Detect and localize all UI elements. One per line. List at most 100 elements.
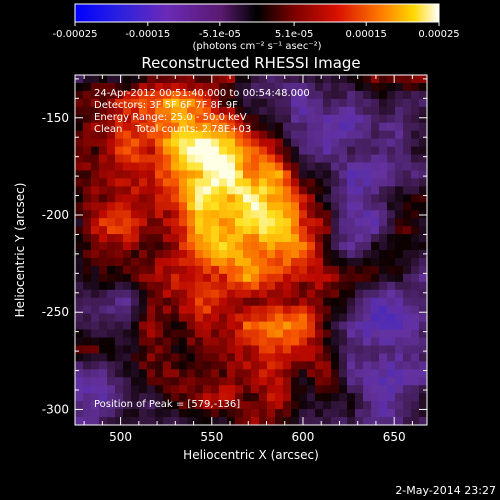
heatmap-cell <box>347 265 356 275</box>
heatmap-cell <box>379 186 388 195</box>
heatmap-cell <box>275 305 284 315</box>
heatmap-cell <box>155 305 164 315</box>
heatmap-cell <box>179 297 188 307</box>
heatmap-cell <box>355 106 364 116</box>
heatmap-cell <box>123 170 132 179</box>
heatmap-cell <box>395 401 404 410</box>
heatmap-cell <box>179 98 188 108</box>
colorbar-tick-label: 5.1e-05 <box>275 29 313 40</box>
heatmap-cell <box>419 273 427 283</box>
heatmap-cell <box>83 297 92 307</box>
heatmap-cell <box>299 377 308 386</box>
heatmap-cell <box>299 409 308 418</box>
heatmap-cell <box>379 305 388 315</box>
heatmap-cell <box>379 218 388 227</box>
heatmap-cell <box>131 297 140 307</box>
heatmap-cell <box>163 138 172 148</box>
heatmap-cell <box>131 98 140 108</box>
heatmap-cell <box>307 114 316 124</box>
heatmap-cell <box>363 154 372 164</box>
heatmap-cell <box>75 130 84 140</box>
heatmap-cell <box>195 162 204 172</box>
heatmap-cell <box>195 313 204 323</box>
y-tick-label: -150 <box>42 111 69 125</box>
heatmap-cell <box>411 186 420 195</box>
heatmap-cell <box>275 170 284 179</box>
heatmap-cell <box>395 114 404 124</box>
heatmap-cell <box>379 385 388 394</box>
heatmap-cell <box>83 170 92 179</box>
heatmap-cell <box>107 281 116 291</box>
heatmap-cell <box>235 162 244 172</box>
heatmap-cell <box>347 106 356 116</box>
heatmap-cell <box>299 242 308 251</box>
heatmap-cell <box>171 281 180 291</box>
heatmap-cell <box>187 273 196 283</box>
heatmap-cell <box>315 281 324 291</box>
heatmap-cell <box>243 178 252 187</box>
heatmap-cell <box>355 194 364 203</box>
heatmap-cell <box>267 361 276 370</box>
heatmap-cell <box>251 226 260 235</box>
heatmap-cell <box>347 186 356 195</box>
heatmap-cell <box>91 170 100 179</box>
heatmap-cell <box>115 186 124 195</box>
heatmap-cell <box>179 218 188 227</box>
heatmap-cell <box>403 401 412 410</box>
heatmap-cell <box>115 321 124 331</box>
heatmap-cell <box>115 417 124 425</box>
heatmap-cell <box>323 369 332 378</box>
heatmap-cell <box>219 122 228 132</box>
heatmap-cell <box>219 305 228 315</box>
heatmap-cell <box>147 409 156 418</box>
heatmap-cell <box>227 265 236 275</box>
heatmap-cell <box>115 130 124 140</box>
heatmap-cell <box>243 417 252 425</box>
heatmap-cell <box>379 242 388 251</box>
heatmap-cell <box>139 297 148 307</box>
heatmap-cell <box>259 186 268 195</box>
heatmap-cell <box>243 353 252 362</box>
heatmap-cell <box>275 409 284 418</box>
heatmap-cell <box>155 242 164 251</box>
heatmap-cell <box>379 353 388 362</box>
heatmap-cell <box>75 305 84 315</box>
heatmap-cell <box>411 178 420 187</box>
heatmap-cell <box>387 337 396 347</box>
heatmap-cell <box>307 353 316 362</box>
heatmap-cell <box>251 345 260 354</box>
heatmap-cell <box>107 98 116 108</box>
heatmap-cell <box>299 297 308 307</box>
heatmap-cell <box>163 385 172 394</box>
heatmap-cell <box>203 178 212 187</box>
heatmap-cell <box>107 75 116 84</box>
heatmap-cell <box>283 162 292 172</box>
heatmap-cell <box>131 146 140 156</box>
heatmap-cell <box>227 82 236 92</box>
heatmap-cell <box>195 321 204 331</box>
heatmap-cell <box>299 329 308 339</box>
heatmap-cell <box>171 170 180 179</box>
heatmap-cell <box>323 250 332 259</box>
heatmap-cell <box>411 75 420 84</box>
heatmap-cell <box>115 345 124 354</box>
heatmap-cell <box>123 210 132 219</box>
heatmap-cell <box>211 257 220 267</box>
heatmap-cell <box>163 178 172 187</box>
heatmap-cell <box>371 98 380 108</box>
heatmap-cell <box>91 75 100 84</box>
heatmap-cell <box>299 265 308 275</box>
heatmap-cell <box>259 329 268 339</box>
heatmap-cell <box>363 417 372 425</box>
heatmap-cell <box>171 337 180 347</box>
heatmap-cell <box>227 138 236 148</box>
heatmap-cell <box>251 353 260 362</box>
heatmap-cell <box>307 377 316 386</box>
heatmap-cell <box>91 369 100 378</box>
heatmap-cell <box>363 178 372 187</box>
heatmap-cell <box>299 218 308 227</box>
heatmap-cell <box>219 393 228 402</box>
heatmap-cell <box>115 106 124 116</box>
heatmap-cell <box>411 218 420 227</box>
heatmap-cell <box>379 75 388 84</box>
